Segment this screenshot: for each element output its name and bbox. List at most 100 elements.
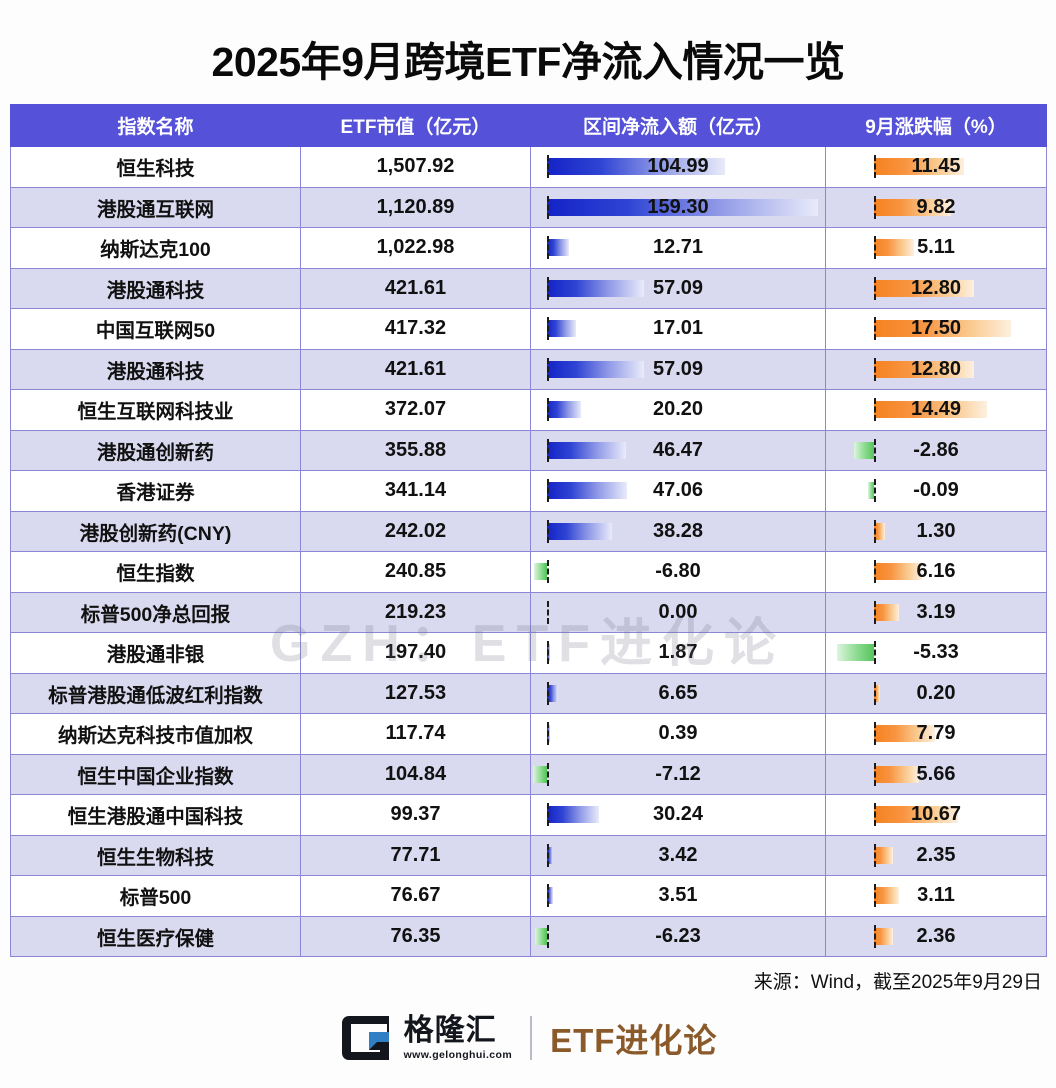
change-label: 3.19 <box>916 600 956 623</box>
net-inflow-zero-line <box>547 357 550 381</box>
cell-net-inflow: 104.99 <box>530 146 826 188</box>
cell-change: 11.45 <box>825 146 1047 188</box>
cell-market-value: 219.23 <box>300 591 531 633</box>
net-inflow-bar <box>547 806 599 824</box>
cell-change: 12.80 <box>825 267 1047 309</box>
cell-net-inflow: 17.01 <box>530 308 826 350</box>
change-label: -0.09 <box>913 479 959 502</box>
table-row: 恒生科技 1,507.92 104.99 11.45 <box>10 146 1047 188</box>
net-inflow-label: 0.39 <box>658 722 698 745</box>
cell-market-value: 1,507.92 <box>300 146 531 188</box>
cell-market-value: 1,120.89 <box>300 186 531 228</box>
cell-change: 17.50 <box>825 308 1047 350</box>
table-row: 恒生指数 240.85 -6.80 6.16 <box>10 551 1047 593</box>
net-inflow-label: 159.30 <box>647 195 709 218</box>
change-label: 2.36 <box>916 924 956 947</box>
change-zero-line <box>874 276 877 300</box>
cell-market-value: 117.74 <box>300 713 531 755</box>
cell-net-inflow: 159.30 <box>530 186 826 228</box>
net-inflow-label: 3.42 <box>658 843 698 866</box>
change-zero-line <box>874 155 877 179</box>
cell-net-inflow: 6.65 <box>530 672 826 714</box>
cell-market-value: 77.71 <box>300 834 531 876</box>
net-inflow-zero-line <box>547 195 550 219</box>
net-inflow-label: 57.09 <box>652 276 704 299</box>
table-row: 恒生中国企业指数 104.84 -7.12 5.66 <box>10 753 1047 795</box>
change-bar <box>867 482 875 500</box>
net-inflow-bar <box>547 482 628 500</box>
table-row: 恒生医疗保健 76.35 -6.23 2.36 <box>10 915 1047 957</box>
net-inflow-label: 12.71 <box>652 236 704 259</box>
net-inflow-label: 20.20 <box>652 398 704 421</box>
change-zero-line <box>874 479 877 503</box>
cell-market-value: 372.07 <box>300 389 531 431</box>
net-inflow-zero-line <box>547 803 550 827</box>
table-row: 标普500净总回报 219.23 0.00 3.19 <box>10 591 1047 633</box>
cell-change: 5.11 <box>825 227 1047 269</box>
net-inflow-bar <box>547 279 645 297</box>
net-inflow-bar <box>547 846 553 864</box>
net-inflow-label: 3.51 <box>658 884 698 907</box>
cell-market-value: 76.67 <box>300 875 531 917</box>
net-inflow-zero-line <box>547 884 550 908</box>
change-zero-line <box>874 803 877 827</box>
change-zero-line <box>874 641 877 665</box>
cell-index-name: 港股通科技 <box>10 348 301 390</box>
cell-change: 0.20 <box>825 672 1047 714</box>
gelonghui-g-icon <box>341 1016 389 1060</box>
cell-change: 12.80 <box>825 348 1047 390</box>
net-inflow-bar <box>547 198 818 216</box>
net-inflow-bar <box>547 522 613 540</box>
cell-change: 7.79 <box>825 713 1047 755</box>
column-header-index-name: 指数名称 <box>10 104 301 147</box>
net-inflow-zero-line <box>547 438 550 462</box>
logo-name-cn: 格隆汇 <box>403 1013 497 1047</box>
cell-market-value: 99.37 <box>300 794 531 836</box>
cell-index-name: 标普500 <box>10 875 301 917</box>
net-inflow-label: 1.87 <box>658 641 698 664</box>
table-row: 纳斯达克100 1,022.98 12.71 5.11 <box>10 227 1047 269</box>
table-row: 标普500 76.67 3.51 3.11 <box>10 875 1047 917</box>
cell-index-name: 香港证券 <box>10 470 301 512</box>
net-inflow-zero-line <box>547 600 550 624</box>
cell-index-name: 标普港股通低波红利指数 <box>10 672 301 714</box>
cell-market-value: 104.84 <box>300 753 531 795</box>
cell-index-name: 恒生生物科技 <box>10 834 301 876</box>
cell-market-value: 1,022.98 <box>300 227 531 269</box>
table-row: 港股通非银 197.40 1.87 -5.33 <box>10 632 1047 674</box>
cell-market-value: 240.85 <box>300 551 531 593</box>
change-label: 12.80 <box>910 357 962 380</box>
change-label: 5.11 <box>917 236 955 259</box>
cell-index-name: 恒生港股通中国科技 <box>10 794 301 836</box>
source-note: 来源：Wind，截至2025年9月29日 <box>753 972 1042 993</box>
change-zero-line <box>874 843 877 867</box>
net-inflow-label: 46.47 <box>652 438 704 461</box>
cell-index-name: 纳斯达克100 <box>10 227 301 269</box>
net-inflow-bar <box>547 158 726 176</box>
header-row: 指数名称 ETF市值（亿元） 区间净流入额（亿元） 9月涨跌幅（%） <box>10 104 1047 147</box>
cell-index-name: 恒生科技 <box>10 146 301 188</box>
cell-net-inflow: 30.24 <box>530 794 826 836</box>
change-bar <box>874 887 899 905</box>
cell-change: -2.86 <box>825 429 1047 471</box>
table-row: 港股通互联网 1,120.89 159.30 9.82 <box>10 186 1047 228</box>
cell-market-value: 127.53 <box>300 672 531 714</box>
cell-net-inflow: 1.87 <box>530 632 826 674</box>
cell-net-inflow: 3.42 <box>530 834 826 876</box>
net-inflow-label: 17.01 <box>652 317 704 340</box>
etf-data-table: 指数名称 ETF市值（亿元） 区间净流入额（亿元） 9月涨跌幅（%） 恒生科技 1… <box>10 104 1047 957</box>
change-zero-line <box>874 884 877 908</box>
cell-index-name: 恒生指数 <box>10 551 301 593</box>
table-row: 恒生港股通中国科技 99.37 30.24 10.67 <box>10 794 1047 836</box>
change-label: 12.80 <box>910 276 962 299</box>
cell-market-value: 421.61 <box>300 348 531 390</box>
change-bar <box>874 725 936 743</box>
cell-change: -5.33 <box>825 632 1047 674</box>
column-header-market-value: ETF市值（亿元） <box>300 104 531 147</box>
net-inflow-bar <box>533 765 548 783</box>
net-inflow-label: 30.24 <box>652 803 704 826</box>
change-zero-line <box>874 924 877 948</box>
change-bar <box>854 441 875 459</box>
change-label: 14.49 <box>910 398 962 421</box>
table-row: 港股创新药(CNY) 242.02 38.28 1.30 <box>10 510 1047 552</box>
